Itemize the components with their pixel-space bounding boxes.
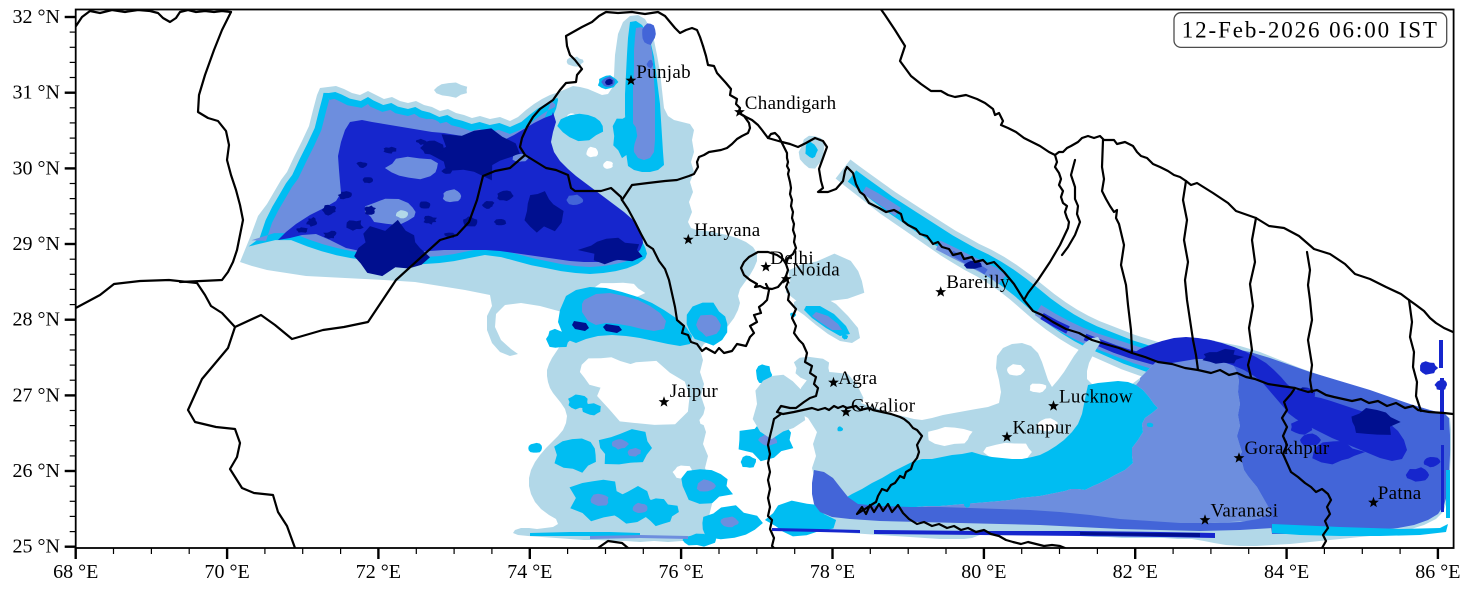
- svg-text:Gwalior: Gwalior: [851, 396, 916, 417]
- svg-text:Varanasi: Varanasi: [1211, 501, 1279, 522]
- svg-text:Bareilly: Bareilly: [946, 272, 1010, 293]
- svg-text:Agra: Agra: [838, 368, 877, 389]
- svg-text:Punjab: Punjab: [636, 62, 691, 83]
- svg-text:Patna: Patna: [1378, 483, 1422, 504]
- svg-text:Kanpur: Kanpur: [1013, 417, 1072, 438]
- svg-text:29 °N: 29 °N: [13, 233, 60, 255]
- svg-text:70 °E: 70 °E: [204, 561, 249, 583]
- svg-text:72 °E: 72 °E: [356, 561, 401, 583]
- svg-text:25 °N: 25 °N: [13, 536, 60, 558]
- svg-text:30 °N: 30 °N: [13, 157, 60, 179]
- svg-text:78 °E: 78 °E: [810, 561, 855, 583]
- svg-text:Gorakhpur: Gorakhpur: [1245, 438, 1330, 459]
- svg-text:68 °E: 68 °E: [53, 561, 98, 583]
- svg-text:Jaipur: Jaipur: [670, 381, 719, 402]
- svg-text:28 °N: 28 °N: [13, 309, 60, 331]
- svg-text:86 °E: 86 °E: [1415, 561, 1460, 583]
- svg-text:26 °N: 26 °N: [13, 460, 60, 482]
- svg-text:Haryana: Haryana: [694, 220, 761, 241]
- svg-text:12-Feb-2026 06:00 IST: 12-Feb-2026 06:00 IST: [1182, 18, 1439, 43]
- svg-text:Chandigarh: Chandigarh: [745, 93, 837, 114]
- svg-text:31 °N: 31 °N: [13, 82, 60, 104]
- svg-text:32 °N: 32 °N: [13, 6, 60, 28]
- svg-text:27 °N: 27 °N: [13, 384, 60, 406]
- svg-text:Noida: Noida: [792, 259, 840, 280]
- svg-text:Lucknow: Lucknow: [1059, 386, 1133, 407]
- svg-text:82 °E: 82 °E: [1113, 561, 1158, 583]
- svg-text:76 °E: 76 °E: [658, 561, 703, 583]
- svg-text:84 °E: 84 °E: [1264, 561, 1309, 583]
- svg-text:80 °E: 80 °E: [961, 561, 1006, 583]
- svg-text:Delhi: Delhi: [770, 248, 814, 269]
- svg-text:74 °E: 74 °E: [507, 561, 552, 583]
